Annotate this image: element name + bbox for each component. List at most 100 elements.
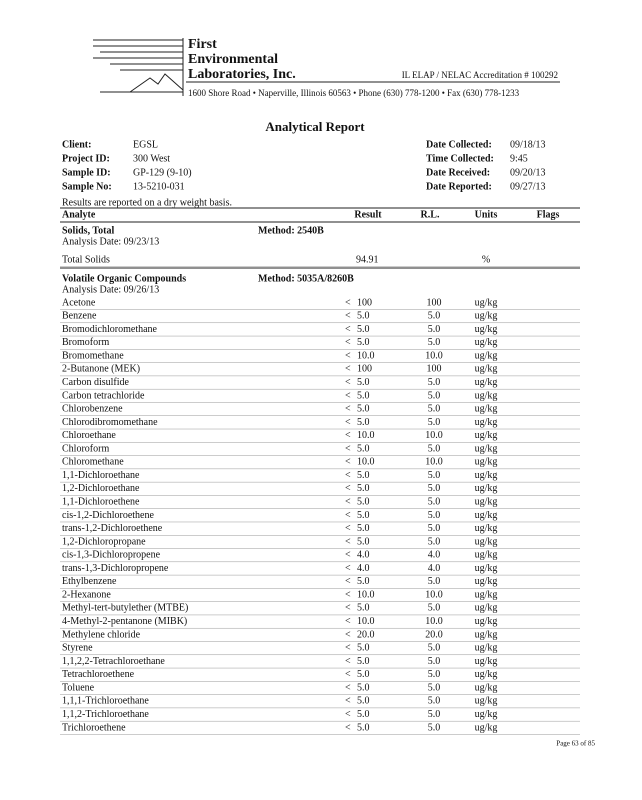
result: 10.0 [357,430,375,441]
analyte: 1,1,2,2-Tetrachloroethane [62,656,165,667]
result: 5.0 [357,643,370,654]
qualifier: < [345,643,351,654]
page-number: Page 63 of 85 [556,740,595,748]
address: 1600 Shore Road • Naperville, Illinois 6… [188,88,520,98]
qualifier: < [345,576,351,587]
result: 10.0 [357,457,375,468]
reporting-limit: 5.0 [428,669,441,680]
logo [93,38,560,96]
units: ug/kg [475,709,498,720]
units: ug/kg [475,311,498,322]
result: 10.0 [357,616,375,627]
reporting-limit: 20.0 [425,629,443,640]
result: 5.0 [357,443,370,454]
units: ug/kg [475,616,498,627]
logo-mountain [129,73,184,93]
qualifier: < [345,682,351,693]
company-line: Environmental [188,52,278,67]
qualifier: < [345,589,351,600]
units: ug/kg [475,536,498,547]
units: ug/kg [475,470,498,481]
analyte: Methylene chloride [62,629,141,640]
info-value: 9:45 [510,153,528,164]
analyte: Styrene [62,643,93,654]
reporting-limit: 5.0 [428,682,441,693]
reporting-limit: 5.0 [428,523,441,534]
accreditation: IL ELAP / NELAC Accreditation # 100292 [402,70,558,80]
units: ug/kg [475,404,498,415]
result: 5.0 [357,523,370,534]
analyte: Tetrachloroethene [62,669,135,680]
result: 100 [357,364,372,375]
units: ug/kg [475,563,498,574]
qualifier: < [345,430,351,441]
qualifier: < [345,696,351,707]
qualifier: < [345,417,351,428]
result: 5.0 [357,483,370,494]
analyte: Chloroform [62,443,109,454]
units: ug/kg [475,483,498,494]
result: 5.0 [357,404,370,415]
reporting-limit: 4.0 [428,563,441,574]
units: ug/kg [475,550,498,561]
company-line: Laboratories, Inc. [188,67,296,82]
result: 5.0 [357,337,370,348]
units: ug/kg [475,457,498,468]
column-header: R.L. [421,209,440,220]
analyte: 2-Hexanone [62,589,111,600]
qualifier: < [345,722,351,733]
reporting-limit: 10.0 [425,589,443,600]
units: ug/kg [475,297,498,308]
analyte: 2-Butanone (MEK) [62,364,140,375]
reporting-limit: 5.0 [428,656,441,667]
info-label: Client: [62,139,91,150]
units: ug/kg [475,589,498,600]
info-label: Date Collected: [426,139,492,150]
reporting-limit: 5.0 [428,510,441,521]
info-label: Date Received: [426,167,490,178]
info-label: Project ID: [62,153,110,164]
analyte: Bromomethane [62,350,124,361]
result: 4.0 [357,550,370,561]
column-header: Analyte [62,209,96,220]
analyte: Acetone [62,297,96,308]
units: ug/kg [475,390,498,401]
analyte: 1,2-Dichloropropane [62,536,146,547]
column-header: Result [354,209,382,220]
qualifier: < [345,404,351,415]
qualifier: < [345,603,351,614]
qualifier: < [345,457,351,468]
result: 5.0 [357,496,370,507]
result: 4.0 [357,563,370,574]
result: 5.0 [357,576,370,587]
analyte: Ethylbenzene [62,576,117,587]
qualifier: < [345,669,351,680]
reporting-limit: 100 [427,364,442,375]
qualifier: < [345,550,351,561]
reporting-limit: 5.0 [428,337,441,348]
info-label: Sample No: [62,181,112,192]
reporting-limit: 5.0 [428,483,441,494]
info-label: Sample ID: [62,167,111,178]
reporting-limit: 5.0 [428,443,441,454]
qualifier: < [345,470,351,481]
units: ug/kg [475,629,498,640]
qualifier: < [345,350,351,361]
units: ug/kg [475,669,498,680]
section-method: Method: 2540B [258,225,324,236]
units: ug/kg [475,324,498,335]
qualifier: < [345,563,351,574]
reporting-limit: 5.0 [428,470,441,481]
units: ug/kg [475,496,498,507]
analyte: Toluene [62,682,95,693]
result: 5.0 [357,470,370,481]
result: 5.0 [357,390,370,401]
analyte: cis-1,2-Dichloroethene [62,510,154,521]
result: 10.0 [357,350,375,361]
result: 5.0 [357,669,370,680]
result: 5.0 [357,417,370,428]
reporting-limit: 5.0 [428,709,441,720]
info-value: 09/27/13 [510,181,546,192]
reporting-limit: 10.0 [425,430,443,441]
units: % [482,254,490,265]
